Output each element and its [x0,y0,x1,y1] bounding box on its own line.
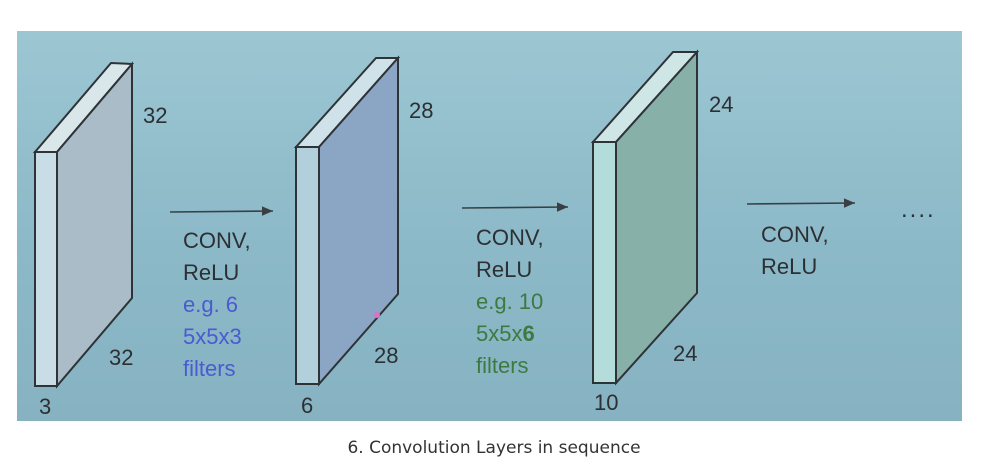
step-2-example-line2-prefix: 5x5x [476,321,523,346]
step-3-op-line1: CONV, [761,222,829,247]
arrow-3 [746,198,856,208]
step-1-example-line1: e.g. 6 [183,292,239,317]
step-1-text: CONV, ReLU e.g. 6 5x5x3 filters [183,225,251,385]
volume-3-depth-label: 10 [594,390,619,415]
step-2-example-line1: e.g. 10 [476,289,544,314]
volume-3-height-label: 24 [709,92,734,117]
step-3-op-line2: ReLU [761,254,818,279]
volume-3-24x24x10 [590,49,700,386]
volume-3-width-label: 24 [673,341,698,366]
volume-2-28x28x6 [293,55,401,387]
arrow-1 [169,206,274,216]
step-2-example-line2: 5x5x6 [476,318,544,350]
volume-2-height-label: 28 [409,98,434,123]
volume-2-width-label: 28 [374,343,399,368]
step-2-example-line3: filters [476,353,529,378]
step-1-example-line3: filters [183,356,236,381]
volume-1-side [34,151,58,387]
slide-diagram: 32 32 3 28 28 6 24 24 10 CONV, ReLU e.g.… [17,31,962,421]
diagram-canvas [32,49,856,389]
figure-caption: 6. Convolution Layers in sequence [347,438,641,458]
step-3-text: CONV, ReLU [761,219,829,283]
step-2-text: CONV, ReLU e.g. 10 5x5x6 filters [476,222,544,382]
volume-2-depth-label: 6 [301,393,314,418]
volume-3-side [592,141,617,384]
step-1-op-line2: ReLU [183,260,240,285]
volume-1-depth-label: 3 [39,394,52,419]
step-2-op-line1: CONV, [476,225,544,250]
step-1-example-line2: 5x5x3 [183,324,242,349]
step-1-op-line1: CONV, [183,228,251,253]
continuation-ellipsis: .... [901,196,936,223]
laser-pointer-dot [374,312,380,318]
arrow-2 [461,202,569,212]
volume-2-side [295,146,320,385]
step-2-example-line2-bold: 6 [522,321,535,346]
volume-1-width-label: 32 [109,345,134,370]
volume-1-height-label: 32 [143,103,168,128]
volume-1-32x32x3 [32,61,135,389]
step-2-op-line2: ReLU [476,257,533,282]
